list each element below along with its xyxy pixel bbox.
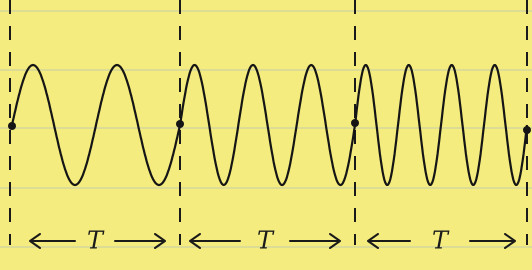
period-start-dot: [8, 122, 16, 130]
sketch: T T T: [0, 0, 532, 270]
period-start-dot: [176, 120, 184, 128]
period-label: T: [87, 227, 105, 255]
page: {"segments": [{"label": "T"}, {"label": …: [0, 0, 532, 270]
period-label: T: [257, 227, 275, 255]
period-label: T: [432, 227, 450, 255]
period-start-dot: [351, 119, 359, 127]
period-start-dot: [523, 126, 531, 134]
